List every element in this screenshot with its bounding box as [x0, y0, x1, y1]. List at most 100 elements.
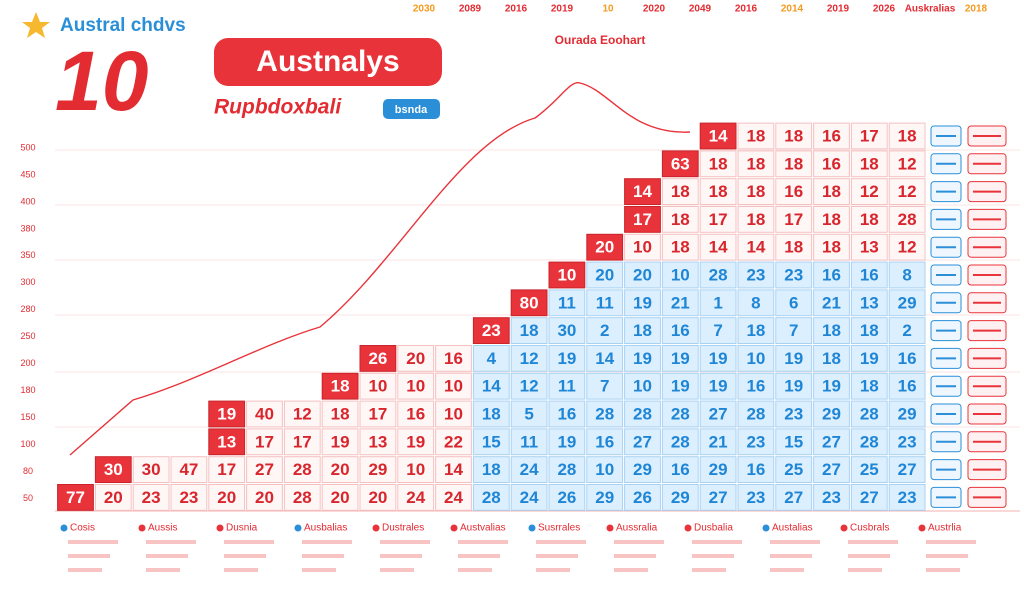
cell-value: 16 — [746, 377, 765, 396]
cell-value: 25 — [860, 460, 879, 479]
legend-dot — [840, 524, 848, 532]
grid-cell — [359, 345, 397, 372]
grid-cell — [737, 317, 775, 345]
grid-cell — [586, 484, 624, 511]
grid-cell — [283, 400, 321, 428]
grid-cell — [510, 345, 548, 372]
cell-value: 20 — [331, 460, 350, 479]
cell-value: 18 — [746, 182, 765, 201]
legend-line — [692, 568, 726, 572]
brand: Austral chdvs — [60, 15, 186, 36]
grid-cell — [510, 372, 548, 400]
grid-cell — [624, 233, 661, 261]
cell-value: 20 — [104, 488, 123, 507]
cell-value: 29 — [822, 404, 841, 423]
legend-dot — [684, 524, 692, 532]
grid-cell — [813, 345, 850, 372]
grid-cell — [548, 372, 586, 400]
grid-cell — [586, 289, 624, 317]
cell-value: 8 — [751, 293, 760, 312]
legend-line — [380, 568, 414, 572]
legend-line — [224, 568, 258, 572]
grid-cell — [813, 372, 850, 400]
cell-value: 19 — [784, 377, 803, 396]
legend-item: Cosis — [70, 523, 95, 534]
cell-value: 16 — [822, 154, 841, 173]
cell-value: 29 — [709, 460, 728, 479]
legend-item: Dustrales — [382, 523, 424, 534]
grid-cell — [775, 122, 813, 150]
cell-value: 14 — [709, 238, 728, 257]
grid-cell — [548, 317, 586, 345]
cell-value: 18 — [784, 126, 803, 145]
side-label: 280 — [20, 304, 35, 314]
nav-item: 2016 — [735, 4, 758, 15]
cell-value: 4 — [487, 349, 497, 368]
grid-cell — [624, 317, 661, 345]
grid-cell — [94, 484, 132, 511]
cell-value: 10 — [444, 377, 463, 396]
grid-cell — [888, 428, 926, 456]
grid-cell — [850, 122, 888, 150]
grid-cell — [246, 400, 283, 428]
cell-value: 28 — [293, 460, 312, 479]
legend-dot — [60, 524, 68, 532]
cell-value: 7 — [789, 321, 798, 340]
grid-cell — [661, 178, 699, 205]
legend-line — [146, 540, 196, 544]
legend-dot — [918, 524, 926, 532]
cell-value: 16 — [898, 377, 917, 396]
grid-cell — [850, 428, 888, 456]
grid-cell — [435, 372, 472, 400]
cell-value: 29 — [898, 404, 917, 423]
cell-value: 19 — [709, 377, 728, 396]
grid-cell — [888, 206, 926, 233]
cell-value: 18 — [520, 321, 539, 340]
cell-value: 18 — [671, 210, 690, 229]
grid-cell — [775, 317, 813, 345]
cell-value: 18 — [331, 377, 350, 396]
grid-cell — [888, 178, 926, 205]
cell-value: 14 — [595, 349, 614, 368]
grid-cell — [850, 484, 888, 511]
legend-dot — [216, 524, 224, 532]
grid-cell — [850, 289, 888, 317]
legend-line — [224, 554, 266, 558]
cell-value: 27 — [898, 460, 917, 479]
legend-item: Austrlia — [928, 523, 962, 534]
cell-value: 18 — [784, 154, 803, 173]
legend-item: Susrrales — [538, 523, 580, 534]
grid-cell — [813, 456, 850, 484]
legend-dot — [606, 524, 614, 532]
cell-value: 12 — [520, 377, 539, 396]
cell-value: 24 — [520, 460, 539, 479]
grid-cell — [813, 289, 850, 317]
pill-bg — [383, 99, 440, 119]
legend-line — [614, 540, 664, 544]
side-label: 400 — [20, 196, 35, 206]
grid-cell — [699, 317, 737, 345]
cell-value: 20 — [595, 238, 614, 257]
cell-value: 28 — [898, 210, 917, 229]
grid-cell — [813, 400, 850, 428]
grid-cell — [624, 400, 661, 428]
cell-value: 12 — [520, 349, 539, 368]
side-label: 100 — [20, 439, 35, 449]
legend-line — [692, 540, 742, 544]
grid-cell — [472, 484, 510, 511]
grid-cell — [888, 484, 926, 511]
grid-cell — [397, 456, 435, 484]
grid-cell — [813, 317, 850, 345]
grid-cell — [699, 178, 737, 205]
cell-value: 10 — [444, 404, 463, 423]
cell-value: 18 — [860, 154, 879, 173]
grid-cell — [586, 233, 624, 261]
grid-cell — [359, 456, 397, 484]
grid-cell — [813, 261, 850, 289]
cell-value: 10 — [671, 265, 690, 284]
cell-value: 23 — [142, 488, 161, 507]
cell-value: 18 — [746, 210, 765, 229]
cell-value: 40 — [255, 404, 274, 423]
pill: bsnda — [395, 104, 428, 116]
cell-value: 20 — [331, 488, 350, 507]
